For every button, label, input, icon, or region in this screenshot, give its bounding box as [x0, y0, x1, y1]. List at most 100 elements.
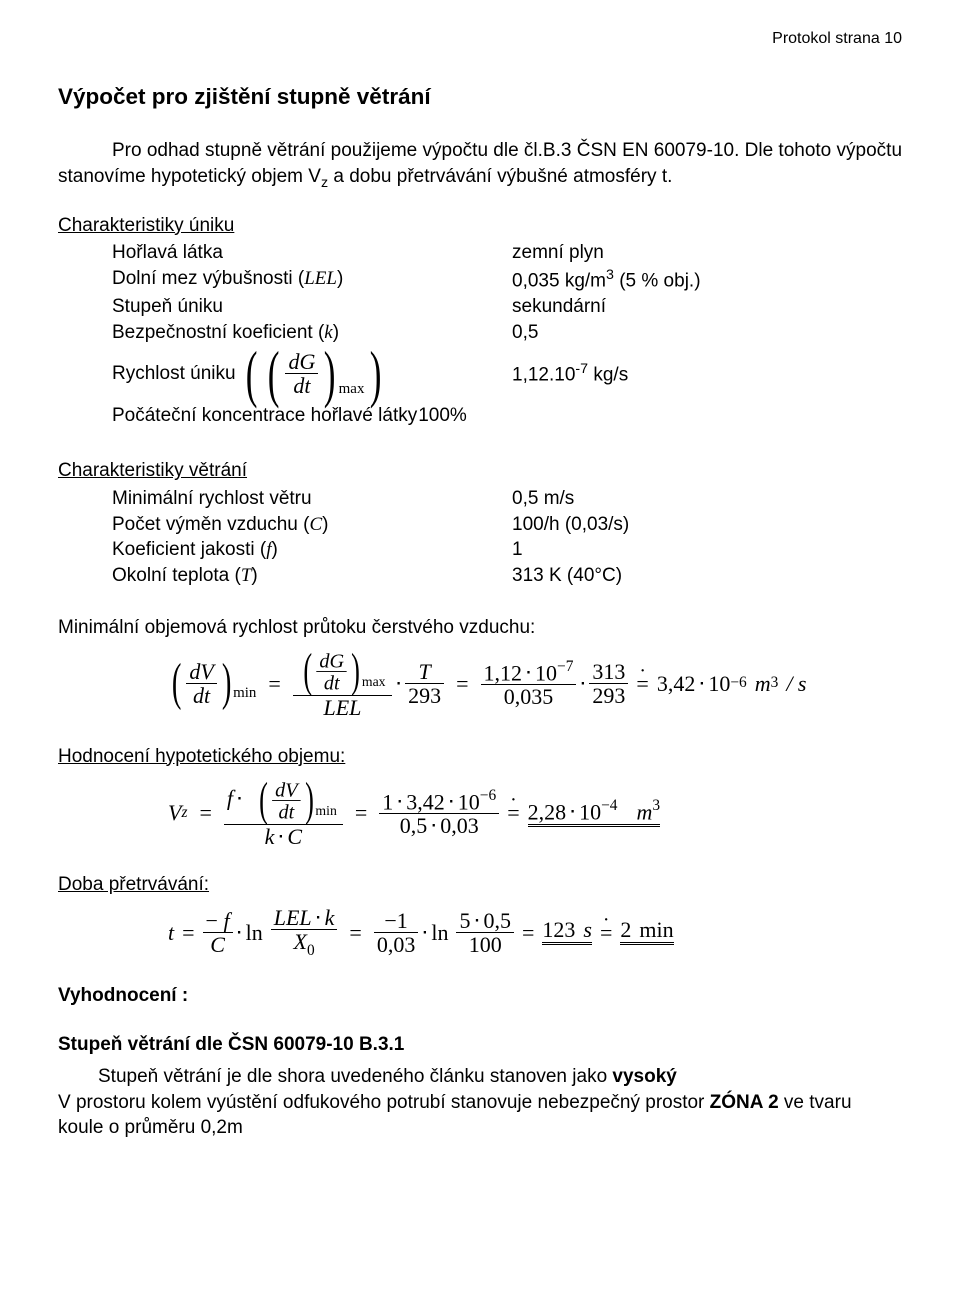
dgdt-paren: ( dG dt ) max	[263, 345, 364, 403]
eq3-num-b: 0,5	[483, 908, 511, 933]
leak-substance-label: Hořlavá látka	[58, 240, 512, 266]
vent-c-it: C	[309, 514, 322, 535]
leak-lel-v-b: (5 % obj.)	[614, 270, 701, 291]
eq2-min: min	[315, 804, 336, 818]
page-title: Výpočet pro zjištění stupně větrání	[58, 82, 902, 112]
vent-section-head: Charakteristiky větrání	[58, 458, 902, 484]
eq1-293a: 293	[405, 683, 444, 707]
leak-section-head: Charakteristiky úniku	[58, 213, 902, 239]
eq3-min: min	[639, 917, 673, 942]
leak-lel-value: 0,035 kg/m3 (5 % obj.)	[512, 266, 701, 294]
eq2: Vz = f⋅ ( dV dt ) min k⋅C = 1⋅3,42⋅10−6	[168, 777, 902, 848]
eq2-den-b: 0,03	[440, 813, 479, 838]
eq3-ln1: ln	[246, 918, 263, 948]
dgdt-num: dG	[285, 350, 318, 373]
leak-rate-label: Rychlost úniku ( ( dG dt	[58, 345, 512, 403]
vent-c-close: )	[322, 514, 328, 535]
leak-rate-v-sup: -7	[575, 361, 588, 377]
eq3-C: C	[203, 932, 233, 956]
eq2-e4: −4	[601, 797, 617, 814]
eq3-X: X	[293, 929, 306, 954]
eq2-ten-a: 10	[458, 789, 480, 814]
eq2-main-frac: f⋅ ( dV dt ) min k⋅C	[224, 777, 343, 848]
leak-row-grade: Stupeň úniku sekundární	[58, 294, 902, 320]
leak-lel-it: LEL	[304, 268, 337, 289]
eq3-den2: 100	[456, 932, 514, 956]
eq1-dv: dV	[186, 660, 216, 683]
vent-t-it: T	[241, 565, 252, 586]
eq1-m: m	[755, 669, 771, 699]
vent-c-label: Počet výměn vzduchu (C)	[58, 512, 512, 538]
vent-row-c: Počet výměn vzduchu (C) 100/h (0,03/s)	[58, 512, 902, 538]
eq2-m: m	[637, 799, 653, 824]
eq3-ln2: ln	[431, 918, 448, 948]
eq1-dt1: dt	[186, 683, 216, 707]
dgdt-frac: dG dt	[285, 350, 318, 397]
leak-grade-value: sekundární	[512, 294, 606, 320]
page-header: Protokol strana 10	[58, 28, 902, 50]
eq1-n1: 1,12	[484, 660, 523, 685]
vent-row-windspeed: Minimální rychlost větru 0,5 m/s	[58, 486, 902, 512]
leak-rate-v-a: 1,12.10	[512, 364, 575, 385]
eq1-max: max	[362, 675, 386, 689]
eq1-m3: 3	[771, 673, 779, 694]
eq2-dv: dV	[272, 779, 300, 800]
intro-paragraph: Pro odhad stupně větrání použijeme výpoč…	[58, 138, 902, 193]
eq1-T: T	[405, 660, 444, 683]
stup-body-t1: Stupeň větrání je dle shora uvedeného čl…	[98, 1066, 612, 1087]
eq1-ten-a: 10	[535, 660, 557, 685]
leak-lel-v-a: 0,035 kg/m	[512, 270, 606, 291]
vent-f-label: Koeficient jakosti (f)	[58, 537, 512, 563]
vent-f-close: )	[271, 539, 277, 560]
eq3-frac3: −1 0,03	[374, 909, 419, 956]
leak-rate-value: 1,12.10-7 kg/s	[512, 360, 628, 388]
eq2-m3: 3	[652, 797, 660, 814]
vyhod-head: Vyhodnocení :	[58, 983, 902, 1009]
eq1-n2: 313	[589, 660, 628, 683]
leak-k-value: 0,5	[512, 320, 538, 346]
eq2-k: k	[265, 824, 275, 849]
leak-row-conc: Počáteční koncentrace hořlavé látky 100%	[58, 403, 902, 429]
eq2-result: 2,28⋅10−4 m3	[528, 799, 660, 827]
eq2-V: V	[168, 798, 181, 828]
eq2-res1: 3,42	[406, 789, 445, 814]
leak-k-label-a: Bezpečnostní koeficient (	[112, 322, 324, 343]
eq1-dt2: dt	[316, 671, 346, 693]
eq2-dt: dt	[272, 800, 300, 822]
eq1-dg: dG	[316, 650, 346, 671]
vent-c-label-a: Počet výměn vzduchu (	[112, 514, 309, 535]
eq3-frac2: LEL⋅k X0	[271, 906, 338, 959]
eq3: t = − f C ⋅ln LEL⋅k X0 = −1 0,03 ⋅ln 5⋅0…	[168, 906, 902, 959]
leak-k-label: Bezpečnostní koeficient (k)	[58, 320, 512, 346]
dgdt-outer-paren: ( ( dG dt ) max	[241, 345, 387, 403]
eq1-num2: 313 293	[589, 660, 628, 707]
vent-c-value: 100/h (0,03/s)	[512, 512, 629, 538]
eq3-approx2: 2	[620, 917, 631, 942]
leak-lel-close: )	[337, 268, 343, 289]
eq3-result1: 123s	[542, 919, 592, 945]
eq1-ten-b: 10	[708, 669, 730, 699]
eq3-d1: 0,03	[374, 932, 419, 956]
hyp-head: Hodnocení hypotetického objemu:	[58, 744, 902, 770]
stup-body: Stupeň větrání je dle shora uvedeného čl…	[58, 1064, 902, 1141]
leak-lel-label-a: Dolní mez výbušnosti (	[112, 268, 304, 289]
eq3-frac4: 5⋅0,5 100	[456, 909, 514, 956]
stup-body-zona: ZÓNA 2	[710, 1092, 779, 1113]
eq3-f: f	[223, 908, 229, 933]
leak-block: Hořlavá látka zemní plyn Dolní mez výbuš…	[58, 240, 902, 428]
eq2-one: 1	[382, 789, 393, 814]
eq1-dvdt-paren: ( dV dt ) min	[168, 660, 256, 707]
vent-t-close: )	[251, 565, 257, 586]
doba-head: Doba přetrvávání:	[58, 872, 902, 898]
vent-row-f: Koeficient jakosti (f) 1	[58, 537, 902, 563]
eq2-num-frac: 1⋅3,42⋅10−6 0,5⋅0,03	[379, 789, 499, 838]
eq3-k: k	[325, 905, 335, 930]
vent-block: Minimální rychlost větru 0,5 m/s Počet v…	[58, 486, 902, 589]
leak-lel-v-sup: 3	[606, 267, 614, 283]
vent-windspeed-value: 0,5 m/s	[512, 486, 574, 512]
vent-t-label: Okolní teplota (T)	[58, 563, 512, 589]
eq3-num-a: 5	[459, 908, 470, 933]
vent-f-value: 1	[512, 537, 523, 563]
leak-row-substance: Hořlavá látka zemní plyn	[58, 240, 902, 266]
leak-conc-label: Počáteční koncentrace hořlavé látky	[58, 403, 417, 429]
